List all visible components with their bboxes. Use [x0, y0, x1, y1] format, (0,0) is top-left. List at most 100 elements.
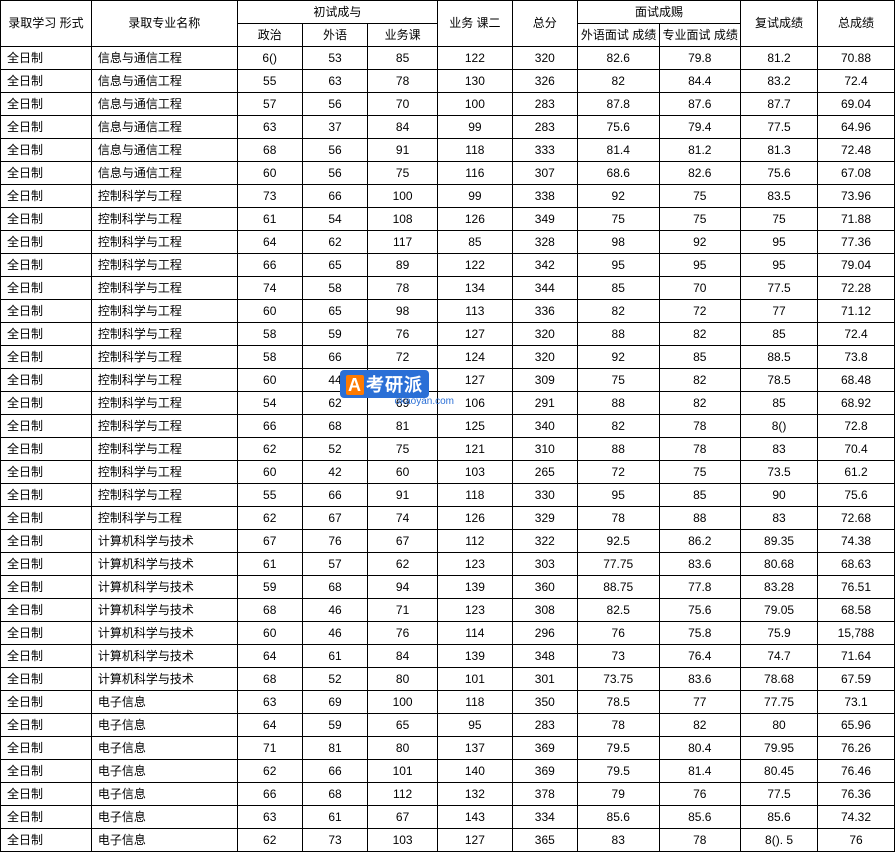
cell: 83.6 — [659, 553, 741, 576]
cell: 全日制 — [1, 277, 92, 300]
cell: 全日制 — [1, 93, 92, 116]
cell: 42 — [302, 461, 367, 484]
cell: 65 — [302, 300, 367, 323]
cell: 101 — [368, 760, 438, 783]
cell: 全日制 — [1, 139, 92, 162]
cell: 69 — [368, 392, 438, 415]
cell: 控制科学与工程 — [91, 507, 237, 530]
cell: 58 — [302, 277, 367, 300]
table-row: 全日制电子信息6459659528378828065.96 — [1, 714, 895, 737]
table-row: 全日制控制科学与工程745878134344857077.572.28 — [1, 277, 895, 300]
cell: 控制科学与工程 — [91, 484, 237, 507]
cell: 78 — [368, 70, 438, 93]
cell: 66 — [237, 254, 302, 277]
cell: 126 — [438, 208, 513, 231]
cell: 82 — [577, 300, 659, 323]
cell: 63 — [237, 806, 302, 829]
cell: 79.5 — [577, 760, 659, 783]
table-row: 全日制控制科学与工程62527512131088788370.4 — [1, 438, 895, 461]
cell: 85 — [659, 484, 741, 507]
cell: 8(). 5 — [741, 829, 818, 852]
table-row: 全日制计算机科学与技术6046761142967675.875.915,788 — [1, 622, 895, 645]
cell: 76 — [368, 622, 438, 645]
table-row: 全日制控制科学与工程54626910629188828568.92 — [1, 392, 895, 415]
cell: 电子信息 — [91, 760, 237, 783]
cell: 61 — [237, 553, 302, 576]
table-row: 全日制信息与通信工程68569111833381.481.281.372.48 — [1, 139, 895, 162]
col-politics: 政治 — [237, 24, 302, 47]
cell: 85 — [438, 231, 513, 254]
cell: 75 — [577, 369, 659, 392]
cell: 75 — [368, 162, 438, 185]
cell: 81 — [368, 415, 438, 438]
cell: 76 — [818, 829, 895, 852]
cell: 78 — [368, 369, 438, 392]
cell: 329 — [512, 507, 577, 530]
cell: 87.6 — [659, 93, 741, 116]
cell: 78.5 — [741, 369, 818, 392]
cell: 80 — [741, 714, 818, 737]
cell: 320 — [512, 346, 577, 369]
cell: 74.38 — [818, 530, 895, 553]
table-container: A考研派 okaoyan.com 录取学习 形式 录取专业名称 初试成与 业务 … — [0, 0, 895, 852]
cell: 80.4 — [659, 737, 741, 760]
cell: 69.04 — [818, 93, 895, 116]
cell: 78 — [659, 829, 741, 852]
cell: 全日制 — [1, 300, 92, 323]
cell: 75 — [659, 185, 741, 208]
cell: 77 — [741, 300, 818, 323]
cell: 95 — [659, 254, 741, 277]
cell: 60 — [237, 162, 302, 185]
cell: 控制科学与工程 — [91, 231, 237, 254]
cell: 123 — [438, 553, 513, 576]
cell: 73.96 — [818, 185, 895, 208]
cell: 15,788 — [818, 622, 895, 645]
cell: 78 — [577, 714, 659, 737]
table-row: 全日制计算机科学与技术68528010130173.7583.678.6867.… — [1, 668, 895, 691]
table-row: 全日制电子信息71818013736979.580.479.9576.26 — [1, 737, 895, 760]
cell: 322 — [512, 530, 577, 553]
cell: 79.05 — [741, 599, 818, 622]
cell: 83 — [741, 438, 818, 461]
table-row: 全日制信息与通信工程57567010028387.887.687.769.04 — [1, 93, 895, 116]
cell: 79.04 — [818, 254, 895, 277]
cell: 92 — [577, 185, 659, 208]
table-row: 全日制计算机科学与技术6461841393487376.474.771.64 — [1, 645, 895, 668]
cell: 控制科学与工程 — [91, 346, 237, 369]
cell: 60 — [368, 461, 438, 484]
cell: 52 — [302, 438, 367, 461]
cell: 77.5 — [741, 277, 818, 300]
cell: 333 — [512, 139, 577, 162]
cell: 81.3 — [741, 139, 818, 162]
cell: 计算机科学与技术 — [91, 668, 237, 691]
cell: 55 — [237, 484, 302, 507]
cell: 320 — [512, 47, 577, 70]
cell: 106 — [438, 392, 513, 415]
cell: 66 — [302, 484, 367, 507]
cell: 127 — [438, 323, 513, 346]
cell: 全日制 — [1, 737, 92, 760]
cell: 78.5 — [577, 691, 659, 714]
cell: 75 — [659, 461, 741, 484]
cell: 78 — [659, 438, 741, 461]
cell: 全日制 — [1, 622, 92, 645]
table-row: 全日制信息与通信工程6337849928375.679.477.564.96 — [1, 116, 895, 139]
cell: 79.5 — [577, 737, 659, 760]
cell: 65.96 — [818, 714, 895, 737]
cell: 344 — [512, 277, 577, 300]
cell: 全日制 — [1, 231, 92, 254]
cell: 72 — [659, 300, 741, 323]
cell: 70 — [368, 93, 438, 116]
cell: 控制科学与工程 — [91, 461, 237, 484]
table-row: 全日制计算机科学与技术59689413936088.7577.883.2876.… — [1, 576, 895, 599]
cell: 117 — [368, 231, 438, 254]
cell: 125 — [438, 415, 513, 438]
cell: 92 — [659, 231, 741, 254]
cell: 68 — [237, 668, 302, 691]
cell: 85 — [741, 323, 818, 346]
cell: 81.2 — [659, 139, 741, 162]
cell: 122 — [438, 47, 513, 70]
cell: 全日制 — [1, 254, 92, 277]
cell: 79.95 — [741, 737, 818, 760]
cell: 58 — [237, 323, 302, 346]
